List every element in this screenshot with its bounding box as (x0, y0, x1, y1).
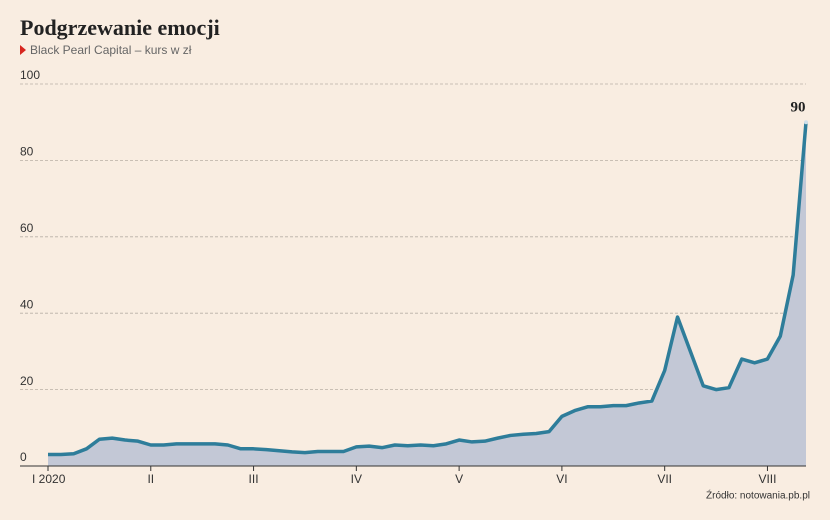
end-label: 90 (791, 100, 806, 116)
y-tick-label: 80 (20, 145, 34, 159)
y-tick-label: 0 (20, 450, 27, 464)
x-tick-label: VI (556, 472, 567, 486)
area (48, 122, 806, 466)
y-tick-label: 20 (20, 374, 34, 388)
x-tick-label: I 2020 (32, 472, 66, 486)
end-point (804, 120, 808, 125)
x-tick-label: VIII (758, 472, 776, 486)
x-tick-label: V (455, 472, 463, 486)
chart-subtitle: Black Pearl Capital – kurs w zł (30, 43, 192, 57)
x-tick-label: II (147, 472, 154, 486)
line (48, 122, 808, 457)
subtitle-marker (20, 45, 26, 55)
y-tick-label: 40 (20, 297, 34, 311)
x-tick-label: III (249, 472, 259, 486)
y-tick-label: 100 (20, 68, 40, 82)
chart-title: Podgrzewanie emocji (20, 15, 220, 40)
x-tick-label: IV (351, 472, 362, 486)
x-tick-label: VII (657, 472, 672, 486)
source: Źródło: notowania.pb.pl (706, 489, 810, 502)
y-tick-label: 60 (20, 221, 34, 235)
